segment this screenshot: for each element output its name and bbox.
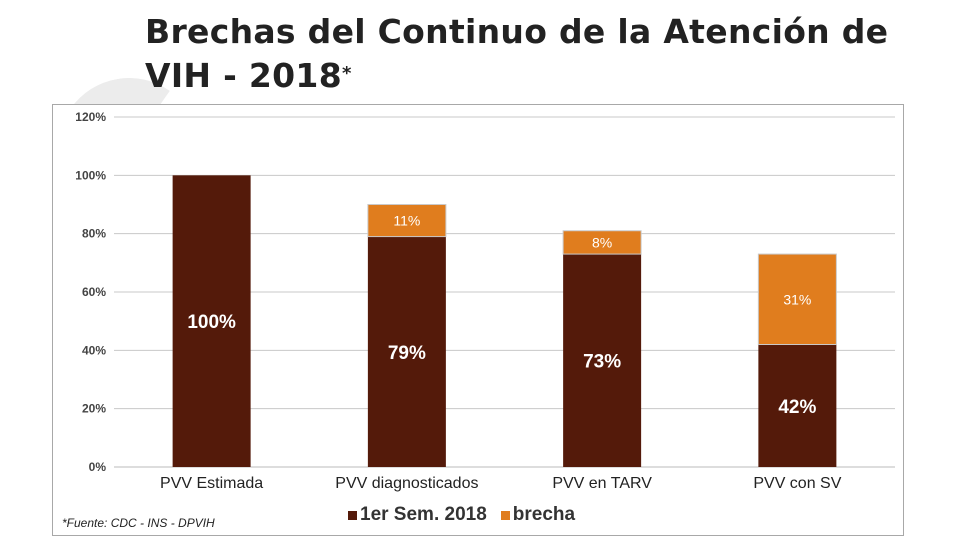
x-tick-label: PVV Estimada [160, 475, 263, 492]
data-label: 8% [592, 234, 612, 250]
chart-legend: 1er Sem. 2018 brecha [348, 504, 575, 526]
bar-segment [758, 344, 837, 467]
legend-swatch-series-2 [500, 510, 510, 520]
bar-segment [563, 254, 642, 467]
source-note: *Fuente: CDC - INS - DPVIH [62, 516, 215, 530]
bar-segment [172, 175, 251, 468]
bar-segment [757, 253, 837, 345]
data-label: 31% [783, 291, 811, 307]
data-label: 42% [778, 397, 816, 418]
data-label: 11% [393, 213, 420, 229]
bar-segment [367, 236, 446, 467]
legend-swatch-series-1 [348, 510, 357, 520]
y-tick-label: 120% [75, 110, 106, 124]
x-tick-label: PVV con SV [753, 475, 841, 492]
title-footnote-mark: * [341, 63, 352, 84]
y-tick-label: 0% [89, 460, 107, 474]
y-tick-label: 80% [82, 227, 106, 241]
x-tick-label: PVV en TARV [552, 475, 652, 492]
data-label: 79% [388, 343, 426, 364]
y-tick-label: 20% [82, 402, 106, 416]
legend-item-series-1: 1er Sem. 2018 [348, 504, 487, 526]
page-title: Brechas del Continuo de la Atención de V… [145, 10, 925, 98]
bar-segment [367, 204, 447, 238]
y-tick-label: 60% [82, 285, 106, 299]
x-tick-label: PVV diagnosticados [335, 475, 478, 492]
y-tick-label: 40% [82, 343, 106, 357]
legend-label-series-1: 1er Sem. 2018 [360, 504, 487, 525]
legend-item-series-2: brecha [500, 504, 576, 526]
data-label: 73% [583, 352, 621, 373]
y-tick-label: 100% [75, 168, 106, 182]
bar-segment [562, 230, 642, 255]
data-label: 100% [187, 312, 236, 333]
title-text: Brechas del Continuo de la Atención de V… [145, 12, 889, 95]
legend-label-series-2: brecha [512, 504, 576, 525]
